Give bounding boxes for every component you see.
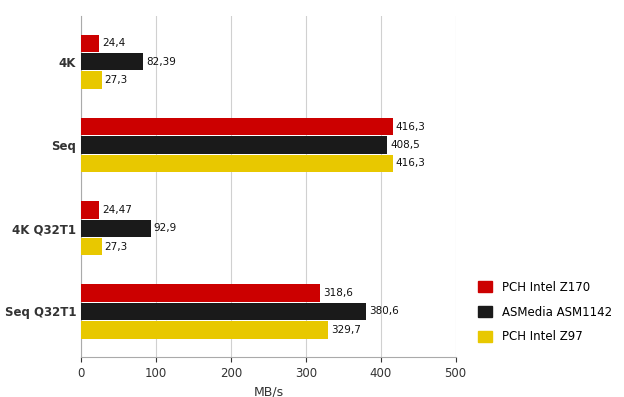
Bar [81,238,102,255]
Bar [81,35,99,52]
Text: 24,4: 24,4 [102,39,125,48]
Text: 416,3: 416,3 [396,158,426,168]
Text: 82,39: 82,39 [146,57,176,67]
Text: 329,7: 329,7 [331,325,361,335]
Bar [81,321,328,339]
Bar [81,136,387,154]
Bar [81,303,366,320]
Bar [81,154,393,172]
Bar [81,201,99,219]
Text: 408,5: 408,5 [390,140,420,150]
X-axis label: MB/s: MB/s [253,385,283,397]
Bar [81,285,319,302]
Text: 92,9: 92,9 [154,223,177,233]
Text: 416,3: 416,3 [396,121,426,132]
Bar [81,220,150,237]
Text: 318,6: 318,6 [323,288,353,298]
Bar [81,53,143,70]
Text: 24,47: 24,47 [102,205,132,215]
Text: 27,3: 27,3 [105,241,128,252]
Text: 380,6: 380,6 [369,306,399,316]
Bar [81,71,102,89]
Bar [81,118,393,135]
Legend: PCH Intel Z170, ASMedia ASM1142, PCH Intel Z97: PCH Intel Z170, ASMedia ASM1142, PCH Int… [478,281,612,343]
Text: 27,3: 27,3 [105,75,128,85]
